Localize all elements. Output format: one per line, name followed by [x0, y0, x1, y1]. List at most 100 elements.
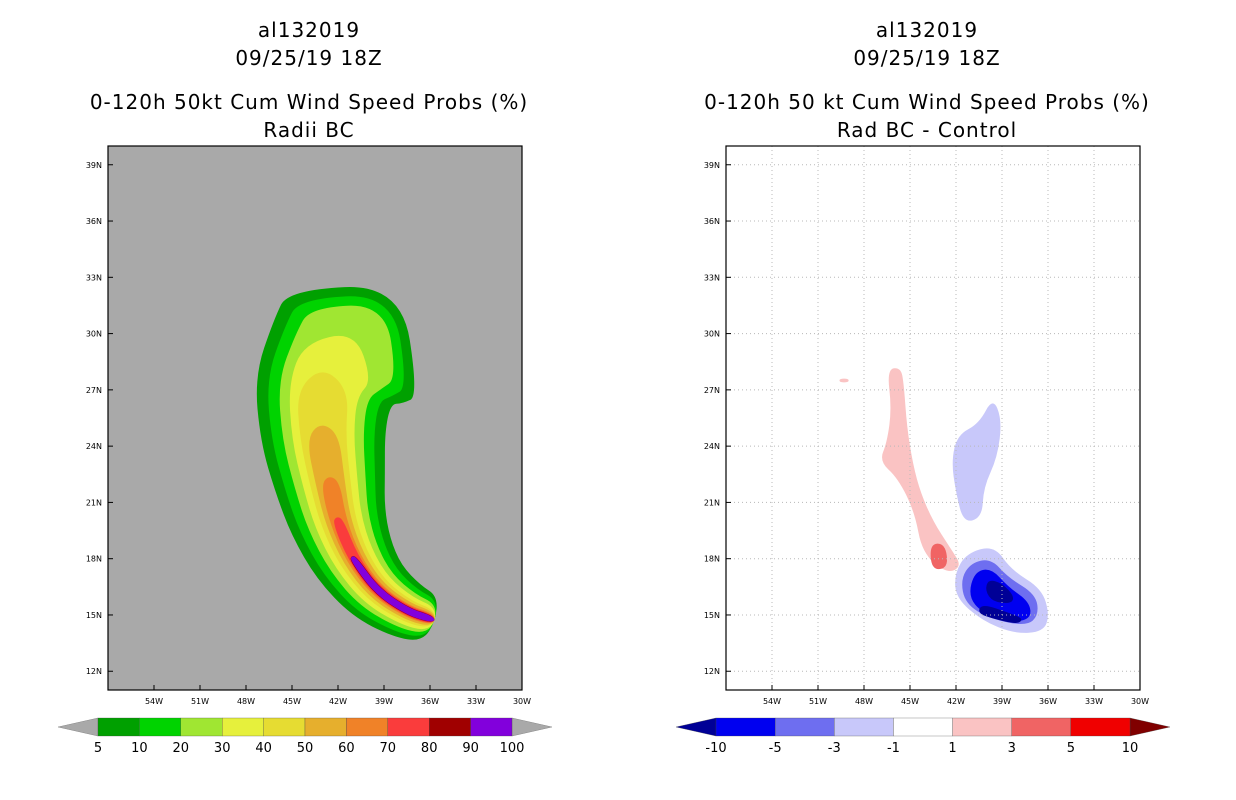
- right-tick-label-x: 54W: [763, 697, 781, 706]
- right-diff-contour-1-3-speck: [839, 378, 849, 383]
- left-colorbar-label: 100: [500, 741, 525, 756]
- left-title-main: 0-120h 50kt Cum Wind Speed Probs (%): [89, 90, 529, 114]
- right-diff-contour-3-5: [930, 543, 948, 570]
- right-tick-label-x: 33W: [1085, 697, 1103, 706]
- left-colorbar-box: [97, 717, 140, 737]
- right-diff-contour-lt-neg10-b: [979, 606, 1022, 623]
- left-tick-label-x: 36W: [421, 697, 439, 706]
- right-plot-background: [726, 146, 1140, 690]
- left-frame: [107, 145, 523, 691]
- right-chart: 54W 51W 48W 45W 42W 39W 36W 33W 30W 12N 15N 18N 21N 2…: [675, 145, 1171, 756]
- right-colorbar-arrow-left: [675, 717, 717, 737]
- right-colorbar-label: -10: [705, 741, 726, 756]
- right-colorbar-box: [952, 717, 1012, 737]
- left-colorbar-box: [470, 717, 513, 737]
- right-tick-label-y: 36N: [704, 217, 720, 226]
- left-tick-label-y: 30N: [86, 330, 102, 339]
- left-colorbar-box: [180, 717, 223, 737]
- right-tick-label-x: 39W: [993, 697, 1011, 706]
- left-colorbar-label: 80: [421, 741, 438, 756]
- left-tick-label-x: 54W: [145, 697, 163, 706]
- right-tick-label-y: 27N: [704, 386, 720, 395]
- left-colorbar-box: [429, 717, 471, 737]
- right-colorbar-label: 5: [1067, 741, 1075, 756]
- right-tick-label-y: 18N: [704, 555, 720, 564]
- left-title-storm: al132019: [257, 18, 361, 42]
- right-tick-label-y: 39N: [704, 161, 720, 170]
- right-colorbar-label: 3: [1008, 741, 1016, 756]
- right-colorbar-box: [715, 717, 776, 737]
- right-tick-label-x: 51W: [809, 697, 827, 706]
- left-tick-label-x: 42W: [329, 697, 347, 706]
- left-colorbar-label: 90: [462, 741, 479, 756]
- left-colorbar-label: 40: [255, 741, 272, 756]
- left-title-sub: Radii BC: [263, 118, 355, 142]
- left-colorbar-label: 30: [214, 741, 231, 756]
- left-colorbar-arrow-left: [57, 717, 99, 737]
- left-colorbar-label: 5: [94, 741, 102, 756]
- left-tick-label-x: 48W: [237, 697, 255, 706]
- right-tick-label-x: 42W: [947, 697, 965, 706]
- right-colorbar-box: [1070, 717, 1131, 737]
- left-colorbar-arrow-right: [511, 717, 553, 737]
- right-frame: [725, 145, 1141, 691]
- right-colorbar-label: -5: [769, 741, 782, 756]
- left-colorbar-label: 70: [380, 741, 397, 756]
- left-prob-contour-50: [309, 425, 435, 625]
- right-panel: al132019 09/25/19 18Z 0-120h 50 kt Cum W…: [618, 0, 1236, 800]
- right-tick-label-x: 30W: [1131, 697, 1149, 706]
- left-panel: al132019 09/25/19 18Z 0-120h 50kt Cum Wi…: [57, 18, 553, 756]
- right-colorbar-arrow-right: [1129, 717, 1171, 737]
- right-colorbar-box: [1011, 717, 1072, 737]
- right-tick-label-y: 12N: [704, 667, 720, 676]
- right-diff-contour-1-3: [882, 368, 959, 571]
- right-colorbar-label: -1: [887, 741, 900, 756]
- left-tick-label-x: 39W: [375, 697, 393, 706]
- right-colorbar-label: -3: [828, 741, 841, 756]
- left-colorbar-box: [263, 717, 306, 737]
- left-tick-label-y: 18N: [86, 555, 102, 564]
- left-colorbar-label: 10: [131, 741, 148, 756]
- right-colorbar-box: [893, 717, 953, 737]
- left-colorbar-box: [304, 717, 347, 737]
- left-tick-label-x: 30W: [513, 697, 531, 706]
- right-colorbar-label: 10: [1122, 741, 1139, 756]
- right-tick-label-y: 24N: [704, 442, 720, 451]
- left-tick-label-y: 27N: [86, 386, 102, 395]
- left-chart: 54W 51W 48W 45W 42W 39W 36W 33W 30W 12N 15N 18N 21N 2…: [57, 145, 553, 756]
- right-diff-contour-lt-neg10-a: [986, 580, 1014, 603]
- right-colorbar-box: [834, 717, 894, 737]
- right-diff-contour-neg1-neg3-north: [952, 403, 1001, 521]
- right-tick-label-y: 21N: [704, 498, 720, 507]
- right-title-sub: Rad BC - Control: [836, 118, 1018, 142]
- left-prob-contour-90: [350, 556, 435, 622]
- left-colorbar-label: 60: [338, 741, 355, 756]
- right-colorbar-label: 1: [948, 741, 956, 756]
- left-tick-label-y: 12N: [86, 667, 102, 676]
- right-tick-label-x: 48W: [855, 697, 873, 706]
- right-title-main: 0-120h 50 kt Cum Wind Speed Probs (%): [704, 90, 1150, 114]
- left-tick-label-y: 15N: [86, 611, 102, 620]
- left-tick-label-y: 39N: [86, 161, 102, 170]
- left-tick-label-y: 36N: [86, 217, 102, 226]
- left-colorbar-box: [139, 717, 181, 737]
- left-colorbar-box: [346, 717, 388, 737]
- left-colorbar-box: [387, 717, 430, 737]
- left-tick-label-y: 21N: [86, 498, 102, 507]
- left-tick-label-x: 33W: [467, 697, 485, 706]
- right-tick-label-y: 30N: [704, 330, 720, 339]
- left-tick-label-y: 33N: [86, 273, 102, 282]
- right-title-time: 09/25/19 18Z: [853, 46, 1001, 70]
- left-tick-label-y: 24N: [86, 442, 102, 451]
- right-tick-label-y: 33N: [704, 273, 720, 282]
- left-tick-label-x: 51W: [191, 697, 209, 706]
- left-colorbar-label: 50: [297, 741, 314, 756]
- left-prob-contour-70: [334, 517, 435, 623]
- left-colorbar-box: [222, 717, 264, 737]
- left-tick-label-x: 45W: [283, 697, 301, 706]
- left-title-time: 09/25/19 18Z: [235, 46, 383, 70]
- right-colorbar-box: [774, 717, 835, 737]
- right-tick-label-x: 36W: [1039, 697, 1057, 706]
- right-tick-label-x: 45W: [901, 697, 919, 706]
- right-tick-label-y: 15N: [704, 611, 720, 620]
